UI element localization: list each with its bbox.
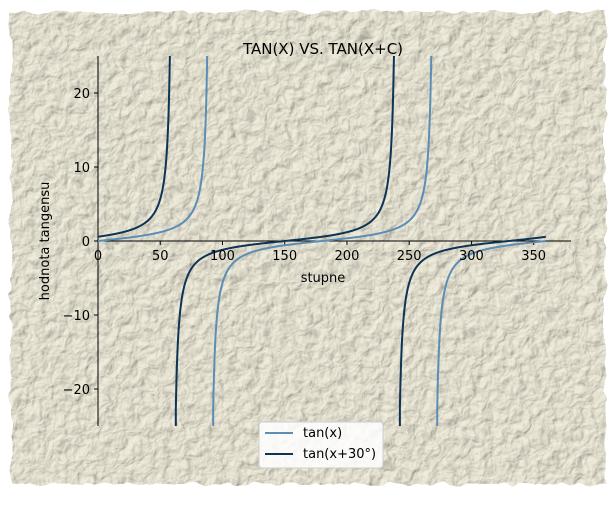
legend: tan(x) tan(x+30°) bbox=[258, 421, 384, 469]
series-line-tan-x-shifted-branch-0 bbox=[97, 55, 171, 238]
x-tick-label: 300 bbox=[459, 249, 484, 264]
chart-title: TAN(X) VS. TAN(X+C) bbox=[242, 40, 403, 58]
x-tick-label: 50 bbox=[152, 249, 169, 264]
series-line-tan-x-shifted-branch-1 bbox=[174, 55, 395, 426]
y-tick-label: −10 bbox=[63, 309, 90, 324]
x-tick-label: 350 bbox=[521, 249, 546, 264]
x-tick-label: 200 bbox=[335, 249, 360, 264]
series-line-tan-x-branch-2 bbox=[436, 240, 547, 426]
x-axis-label: stupne bbox=[301, 271, 346, 286]
x-tick-label: 150 bbox=[272, 249, 297, 264]
y-axis-label: hodnota tangensu bbox=[38, 182, 53, 301]
series-line-tan-x-branch-0 bbox=[97, 55, 209, 242]
y-tick-label: 0 bbox=[82, 235, 90, 250]
tick-labels: 0 50 100 150 200 250 300 350 −20 −10 0 10 20 bbox=[63, 87, 547, 398]
x-tick-label: 250 bbox=[397, 249, 422, 264]
x-tick-label: 100 bbox=[210, 249, 235, 264]
plot-area bbox=[97, 55, 547, 426]
y-tick-label: 10 bbox=[73, 161, 90, 176]
legend-label-tan-x: tan(x) bbox=[303, 426, 342, 441]
series-line-tan-x-branch-1 bbox=[212, 55, 433, 426]
series-line-tan-x-shifted-branch-2 bbox=[398, 235, 547, 426]
legend-label-tan-x-shifted: tan(x+30°) bbox=[303, 447, 376, 462]
x-tick-label: 0 bbox=[94, 249, 102, 264]
y-tick-label: −20 bbox=[63, 383, 90, 398]
y-tick-label: 20 bbox=[73, 87, 90, 102]
